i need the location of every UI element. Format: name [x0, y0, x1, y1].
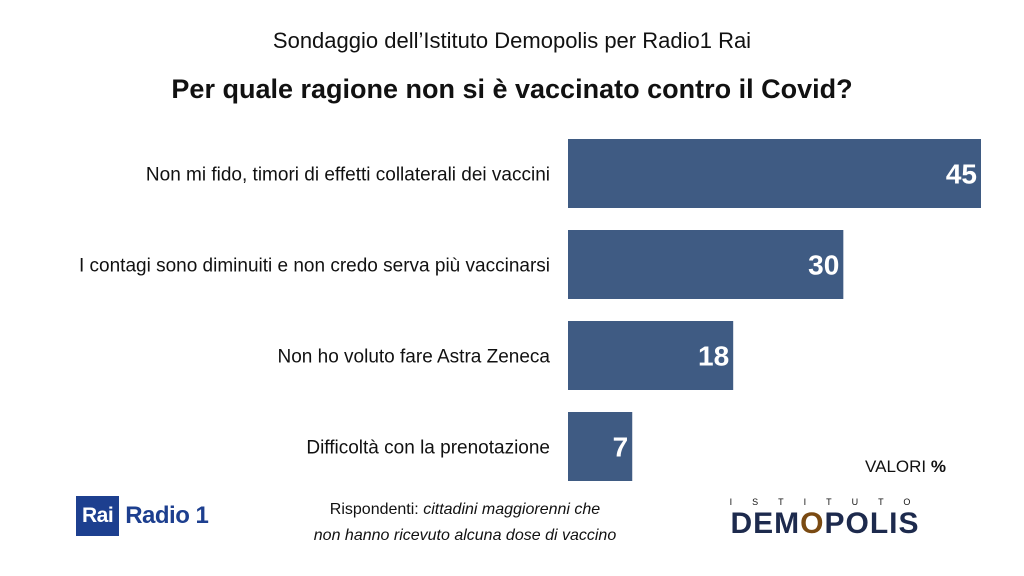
- bar-2: [568, 230, 844, 299]
- demopolis-wordmark-o: O: [800, 507, 825, 540]
- units-label: VALORI %: [865, 457, 946, 477]
- bar-4: [568, 412, 633, 481]
- demopolis-logo: ISTITUTO DEMOPOLIS: [700, 497, 950, 541]
- units-prefix: VALORI: [865, 457, 927, 476]
- category-label-4: Difficoltà con la prenotazione: [306, 438, 550, 459]
- demopolis-wordmark: DEMOPOLIS: [700, 507, 950, 541]
- respondents-line1: cittadini maggiorenni che: [423, 501, 601, 518]
- respondents-line2: non hanno ricevuto alcuna dose di vaccin…: [313, 527, 617, 544]
- demopolis-wordmark-pre: DEM: [730, 507, 801, 540]
- category-label-2: I contagi sono diminuiti e non credo ser…: [79, 256, 550, 277]
- bar-1: [568, 139, 981, 208]
- bar-value-label-4: 7: [613, 432, 629, 463]
- respondents-note: Rispondenti: cittadini maggiorenni che n…: [270, 497, 660, 549]
- bar-value-label-1: 45: [946, 159, 977, 190]
- category-label-3: Non ho voluto fare Astra Zeneca: [278, 347, 551, 368]
- chart-subtitle: Sondaggio dell’Istituto Demopolis per Ra…: [272, 28, 752, 53]
- radio1-logo-text: Radio 1: [125, 502, 209, 529]
- bar-value-label-2: 30: [808, 250, 839, 281]
- rai-radio1-logo: Rai Radio 1: [76, 496, 209, 536]
- bar-3: [568, 321, 734, 390]
- respondents-lead: Rispondenti:: [329, 501, 419, 518]
- demopolis-wordmark-post: POLIS: [824, 507, 920, 540]
- category-label-1: Non mi fido, timori di effetti collatera…: [146, 165, 550, 186]
- units-symbol: %: [930, 457, 946, 476]
- rai-logo-box: Rai: [76, 496, 120, 536]
- bar-value-label-3: 18: [698, 341, 729, 372]
- demopolis-istituto-text: ISTITUTO: [729, 497, 931, 507]
- chart-title: Per quale ragione non si è vaccinato con…: [171, 74, 853, 104]
